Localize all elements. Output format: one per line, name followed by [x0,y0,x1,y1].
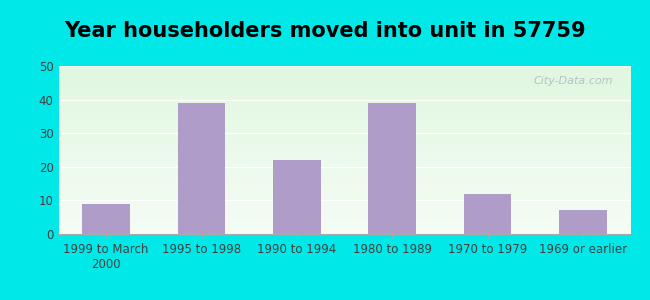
Bar [177,103,226,234]
Bar [273,160,320,234]
Bar [463,194,512,234]
Text: City-Data.com: City-Data.com [534,76,614,86]
Bar [369,103,416,234]
Bar [559,211,606,234]
Bar [83,204,130,234]
Text: Year householders moved into unit in 57759: Year householders moved into unit in 577… [64,21,586,41]
